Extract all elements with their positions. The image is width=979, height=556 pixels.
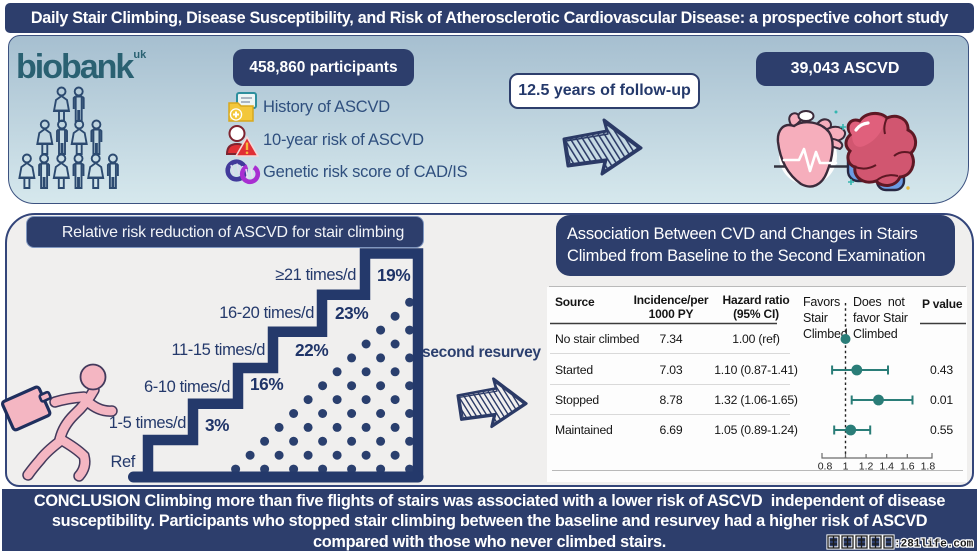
svg-text:1.8: 1.8 [921,461,936,473]
svg-text:1: 1 [843,461,849,473]
svg-text::281life.com: :281life.com [894,539,974,551]
svg-text:1.4: 1.4 [879,461,894,473]
svg-text:1.2: 1.2 [859,461,874,473]
svg-text:1.6: 1.6 [900,461,915,473]
svg-text:0.8: 0.8 [818,461,833,473]
